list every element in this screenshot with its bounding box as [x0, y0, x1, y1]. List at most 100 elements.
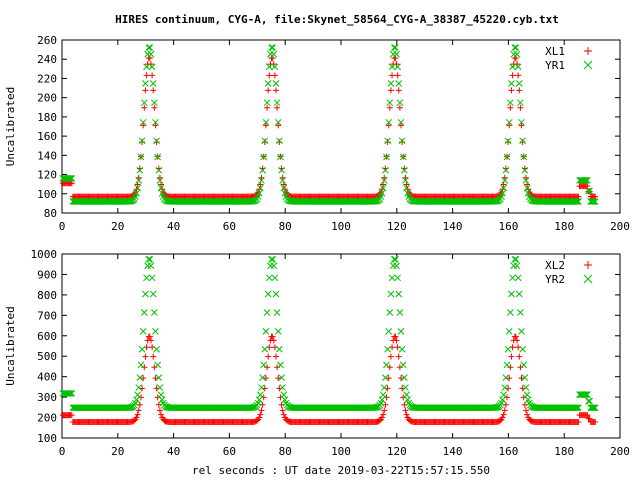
y-tick-label: 900	[37, 268, 57, 281]
data-point	[519, 139, 526, 146]
data-point	[590, 198, 598, 205]
data-point	[262, 118, 270, 126]
data-point	[386, 104, 393, 111]
x-axis-label: rel seconds : UT date 2019-03-22T15:57:1…	[192, 464, 490, 477]
data-point	[510, 50, 518, 58]
data-point	[572, 198, 580, 205]
data-point	[523, 184, 531, 192]
data-point	[506, 309, 514, 316]
data-point	[382, 166, 389, 174]
data-point	[505, 118, 513, 126]
data-point	[387, 353, 394, 360]
y-tick-label: 140	[37, 149, 57, 162]
data-point	[142, 290, 149, 298]
data-point	[584, 391, 591, 399]
data-point	[151, 364, 158, 371]
data-point	[139, 139, 146, 146]
data-point	[589, 404, 597, 412]
series-xl2	[59, 333, 599, 426]
data-point	[269, 255, 276, 263]
x-tick-label: 80	[279, 220, 292, 233]
data-point	[522, 407, 529, 414]
x-tick-label: 20	[111, 220, 124, 233]
data-point	[582, 391, 590, 399]
x-tick-label: 120	[387, 220, 407, 233]
data-point	[383, 361, 390, 369]
data-point	[275, 345, 283, 353]
data-point	[255, 396, 263, 404]
data-point	[508, 353, 515, 360]
data-point	[131, 417, 138, 424]
data-point	[135, 384, 143, 391]
data-point	[136, 374, 144, 381]
data-point	[153, 139, 160, 146]
data-point	[148, 63, 156, 71]
data-point	[508, 80, 515, 87]
data-point	[581, 391, 589, 399]
data-point	[256, 414, 263, 421]
x-tick-label: 120	[387, 445, 407, 458]
data-point	[270, 262, 278, 270]
data-point	[262, 122, 269, 129]
data-point	[152, 122, 159, 129]
data-point	[398, 345, 406, 353]
data-point	[501, 177, 509, 184]
data-point	[156, 384, 164, 391]
data-point	[279, 174, 286, 181]
data-point	[520, 361, 528, 369]
data-point	[514, 337, 521, 344]
data-point	[150, 99, 158, 107]
data-point	[142, 353, 149, 360]
data-point	[376, 401, 384, 409]
data-point	[255, 189, 263, 197]
data-point	[139, 118, 147, 126]
y-axis-label: Uncalibrated	[4, 87, 17, 166]
data-point	[133, 414, 140, 421]
x-tick-label: 40	[167, 445, 180, 458]
data-point	[265, 353, 272, 360]
data-point	[272, 87, 279, 94]
data-point	[279, 407, 286, 414]
data-point	[584, 412, 591, 419]
data-point	[271, 72, 278, 79]
data-point	[140, 122, 147, 129]
y-tick-label: 300	[37, 391, 57, 404]
data-point	[511, 255, 519, 263]
y-tick-label: 400	[37, 371, 57, 384]
data-point	[522, 174, 529, 181]
data-point	[387, 87, 394, 94]
data-point	[257, 181, 264, 188]
data-point	[396, 99, 404, 107]
data-point	[397, 375, 404, 382]
data-point	[68, 390, 76, 397]
data-point	[155, 166, 163, 174]
data-point	[514, 63, 522, 71]
data-point	[499, 414, 506, 421]
data-point	[402, 384, 409, 391]
data-point	[513, 50, 521, 58]
x-tick-label: 160	[498, 220, 518, 233]
data-point	[143, 274, 150, 282]
data-point	[395, 290, 403, 298]
data-point	[261, 139, 268, 146]
data-point	[397, 118, 405, 126]
data-point	[259, 374, 266, 381]
data-point	[157, 391, 165, 399]
x-tick-label: 100	[331, 445, 351, 458]
data-point	[500, 184, 508, 192]
data-point	[403, 391, 410, 399]
data-point	[68, 412, 75, 419]
data-point	[383, 153, 390, 161]
y-axis-label: Uncalibrated	[4, 306, 17, 385]
y-tick-label: 120	[37, 169, 57, 182]
data-point	[572, 404, 580, 412]
data-point	[591, 198, 599, 205]
data-point	[133, 189, 140, 197]
data-point	[271, 274, 279, 282]
data-point	[500, 411, 507, 418]
data-point	[517, 309, 524, 316]
data-point	[154, 153, 162, 161]
data-point	[158, 181, 165, 188]
data-point	[138, 137, 146, 145]
data-point	[385, 118, 393, 126]
